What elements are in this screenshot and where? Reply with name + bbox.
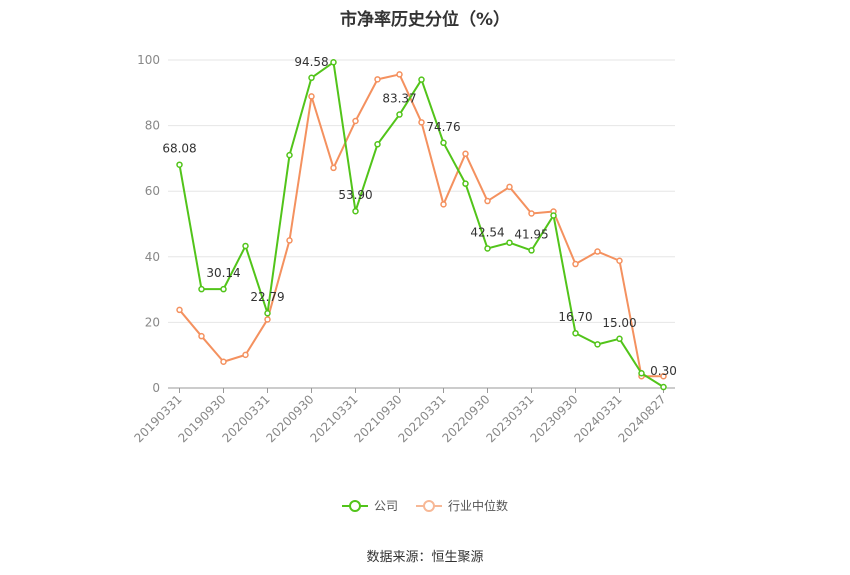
data-point-company (484, 245, 491, 252)
legend-marker-industry (416, 499, 442, 512)
legend-item-industry[interactable]: 行业中位数 (416, 497, 508, 514)
data-point-company (242, 242, 249, 250)
data-point-company (396, 111, 403, 118)
data-point-company (660, 383, 667, 391)
data-label: 94.58 (294, 55, 328, 69)
data-point-industry (176, 306, 183, 314)
data-point-industry (484, 197, 491, 205)
data-point-company (308, 74, 315, 82)
chart-title: 市净率历史分位（%） (339, 10, 511, 30)
data-point-industry (418, 119, 425, 126)
legend: 公司 行业中位数 (0, 497, 850, 514)
data-point-company (506, 239, 513, 246)
data-point-company (572, 329, 579, 337)
data-point-industry (594, 248, 601, 255)
data-point-industry (198, 332, 205, 340)
data-point-company (198, 285, 205, 293)
legend-label-industry: 行业中位数 (448, 499, 509, 513)
data-point-industry (572, 260, 579, 268)
axes: 0204060801002019033120190930202003312020… (132, 53, 675, 445)
y-tick-label: 20 (145, 315, 160, 329)
y-tick-label: 80 (145, 119, 160, 133)
data-point-industry (462, 150, 469, 158)
data-point-company (638, 369, 645, 377)
data-point-company (352, 207, 359, 215)
data-point-industry (396, 71, 403, 78)
data-point-industry (616, 257, 623, 264)
data-source: 数据来源：恒生聚源 (366, 550, 484, 565)
data-point-company (594, 341, 601, 348)
data-point-company (418, 76, 425, 83)
data-point-company (528, 247, 535, 254)
line-chart: 0204060801002019033120190930202003312020… (132, 53, 677, 445)
data-label: 53.90 (338, 188, 372, 202)
y-tick-label: 40 (145, 250, 160, 264)
grid-lines (168, 59, 675, 323)
data-point-industry (264, 316, 271, 323)
data-point-industry (330, 164, 337, 172)
data-point-industry (506, 183, 513, 191)
data-point-industry (374, 76, 381, 83)
y-tick-label: 100 (137, 53, 160, 67)
data-point-company (264, 309, 271, 317)
data-point-company (286, 151, 293, 159)
data-point-company (440, 139, 447, 147)
data-point-industry (242, 351, 249, 359)
legend-marker-company (341, 499, 368, 512)
data-point-industry (220, 358, 227, 366)
data-point-industry (660, 372, 667, 380)
data-point-industry (352, 117, 359, 125)
legend-label-company: 公司 (373, 499, 398, 513)
data-label: 15.00 (602, 316, 636, 330)
data-labels: 68.08 30.14 22.79 94.58 53.90 83.37 74.76 42.54… (162, 55, 677, 378)
data-label: 16.70 (558, 310, 592, 324)
data-point-industry (440, 201, 447, 208)
data-point-company (330, 59, 337, 66)
data-label: 74.76 (426, 120, 460, 134)
data-point-company (550, 212, 557, 219)
data-label: 83.37 (382, 92, 416, 106)
data-point-company (220, 285, 227, 293)
y-tick-label: 0 (152, 381, 160, 395)
data-label: 41.95 (514, 227, 548, 241)
series-lines (176, 59, 667, 391)
data-point-company (374, 141, 381, 148)
data-point-industry (308, 93, 315, 100)
data-label: 30.14 (206, 266, 240, 280)
data-point-company (176, 161, 183, 168)
data-point-company (462, 180, 469, 187)
data-point-company (616, 335, 623, 343)
y-tick-label: 60 (145, 184, 160, 198)
legend-item-company[interactable]: 公司 (341, 497, 398, 514)
x-tick-label: 20240827 (616, 392, 669, 445)
data-label: 0.30 (650, 364, 677, 378)
data-point-industry (286, 237, 293, 244)
series-line-company (178, 61, 665, 388)
data-label: 22.79 (250, 290, 284, 304)
data-label: 68.08 (162, 142, 196, 156)
data-label: 42.54 (470, 225, 504, 239)
data-point-industry (528, 210, 535, 217)
